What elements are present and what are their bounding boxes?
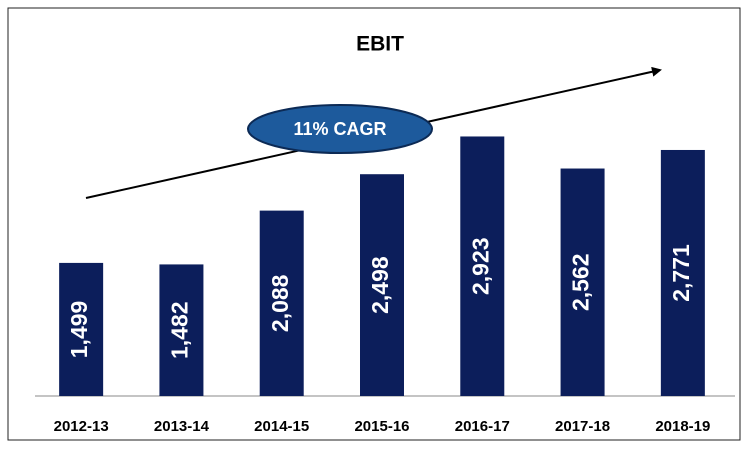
cagr-badge (247, 104, 433, 154)
cagr-label: 11% CAGR (293, 119, 386, 139)
bar (159, 264, 204, 396)
bar (59, 262, 104, 396)
value-label: 2,771 (668, 244, 694, 302)
chart-title: EBIT (356, 33, 404, 56)
value-label: 1,499 (66, 301, 92, 359)
x-tick-label: 2017-18 (555, 418, 610, 435)
bar (560, 168, 605, 396)
bar (660, 149, 705, 396)
x-tick-label: 2018-19 (655, 418, 710, 435)
x-tick-label: 2015-16 (354, 418, 409, 435)
value-label: 2,088 (267, 274, 293, 332)
value-label: 2,562 (568, 253, 594, 311)
x-tick-label: 2014-15 (254, 418, 309, 435)
bar (360, 174, 404, 396)
value-label: 2,498 (367, 256, 393, 314)
value-label: 1,482 (167, 301, 193, 359)
x-tick-label: 2016-17 (455, 418, 510, 435)
value-label: 2,923 (467, 237, 493, 295)
x-tick-label: 2013-14 (154, 418, 210, 435)
x-tick-label: 2012-13 (54, 418, 109, 435)
bar (460, 136, 505, 397)
bar (259, 210, 304, 396)
